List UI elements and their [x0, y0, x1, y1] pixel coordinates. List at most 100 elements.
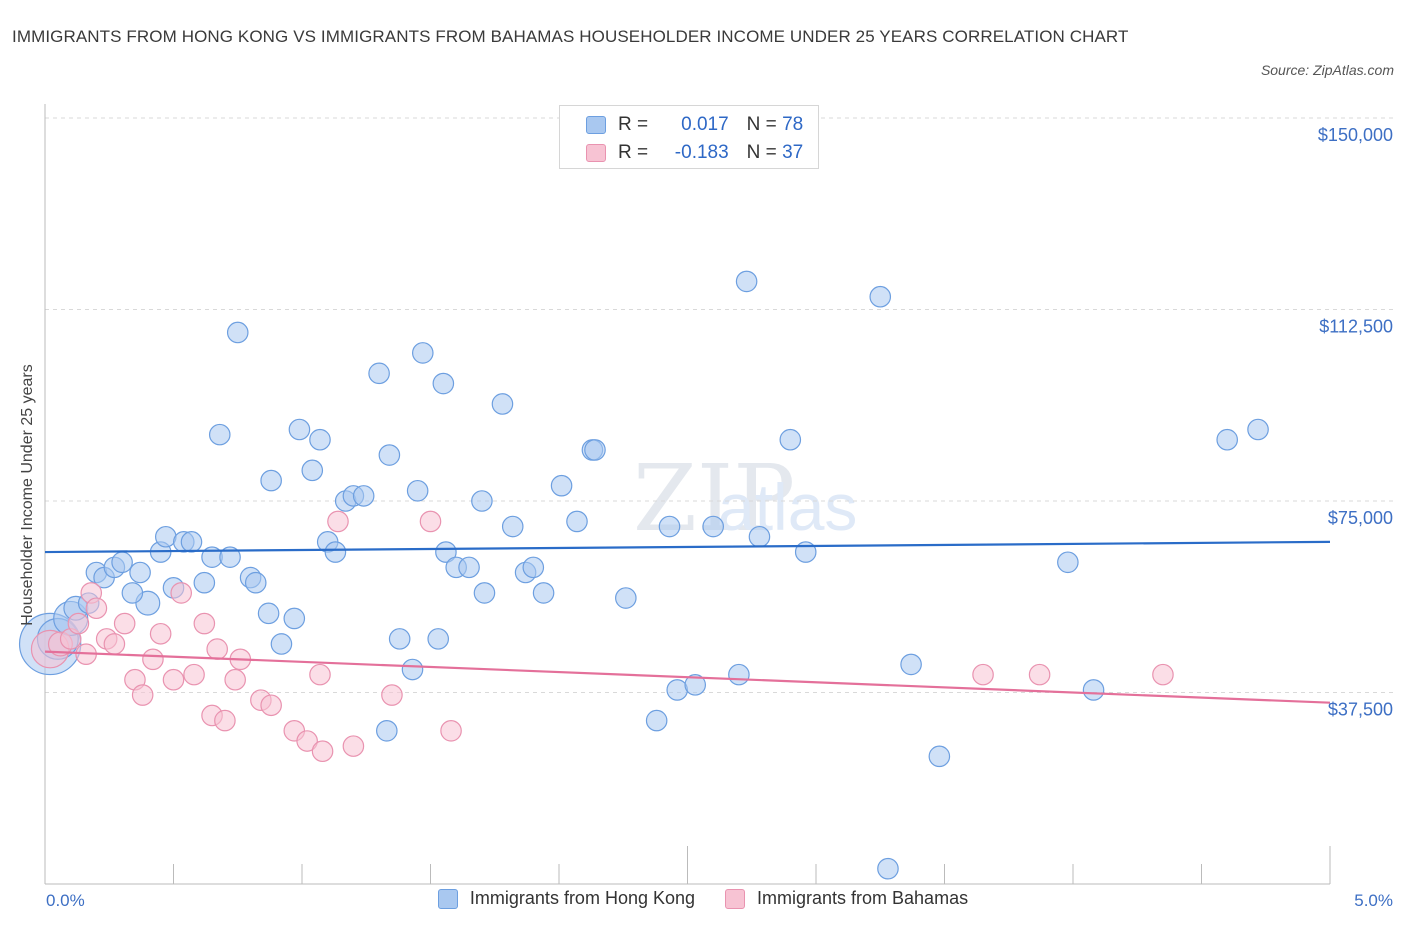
data-point — [877, 857, 899, 880]
data-point — [309, 663, 331, 686]
data-point — [311, 740, 334, 763]
y-tick-label: $75,000 — [1328, 508, 1393, 528]
data-point — [149, 622, 172, 645]
legend-r-value: 0.017 — [681, 114, 729, 135]
chart-title: IMMIGRANTS FROM HONG KONG VS IMMIGRANTS … — [12, 27, 1129, 46]
data-point — [501, 515, 524, 538]
data-point — [257, 602, 280, 625]
data-point — [473, 582, 496, 604]
data-point — [260, 469, 282, 492]
data-point — [779, 428, 802, 451]
data-point — [645, 709, 668, 732]
data-point — [208, 423, 231, 446]
data-point — [615, 587, 637, 609]
data-point — [550, 474, 573, 497]
data-point — [532, 582, 555, 604]
data-point — [224, 668, 246, 691]
data-point — [214, 709, 236, 732]
legend-row-bahamas: R = -0.183 N = 37 — [586, 141, 803, 165]
data-point — [1082, 679, 1105, 701]
data-point — [1028, 663, 1051, 686]
legend-r-label: R = — [618, 114, 649, 135]
data-point — [260, 694, 282, 717]
data-point — [301, 459, 324, 482]
data-point — [154, 525, 177, 548]
data-point — [972, 663, 994, 686]
source-label: Source: ZipAtlas.com — [1260, 62, 1394, 78]
stats-legend: R = 0.017 N = 78 R = -0.183 N = 37 — [559, 105, 819, 169]
y-tick-label: $37,500 — [1328, 700, 1393, 720]
data-point — [226, 321, 249, 344]
data-point — [1247, 418, 1269, 441]
legend-n-value: 78 — [782, 114, 804, 135]
legend-label-bahamas: Immigrants from Bahamas — [757, 888, 969, 908]
data-point — [658, 515, 681, 538]
legend-swatch-hong-kong — [586, 116, 606, 134]
data-point — [471, 490, 493, 512]
data-point — [142, 648, 164, 671]
data-point — [111, 551, 133, 574]
data-point — [869, 285, 892, 308]
legend-item-bahamas: Immigrants from Bahamas — [725, 888, 968, 909]
data-point — [296, 730, 318, 752]
data-point — [244, 571, 267, 594]
y-axis-label: Householder Income Under 25 years — [19, 364, 36, 626]
data-point — [327, 510, 349, 533]
legend-n-label: N = — [746, 142, 777, 163]
legend-r-label: R = — [618, 142, 649, 163]
legend-swatch-bahamas — [725, 888, 746, 909]
data-point — [67, 612, 90, 635]
data-point — [427, 628, 450, 650]
x-tick-min: 0.0% — [46, 891, 85, 910]
data-point — [368, 362, 390, 385]
legend-swatch-hong-kong — [437, 888, 458, 909]
data-point — [406, 479, 429, 502]
data-point — [666, 679, 689, 701]
data-point — [378, 444, 401, 466]
series-hong-kong — [18, 270, 1269, 880]
x-tick-max: 5.0% — [1354, 891, 1393, 910]
data-point — [388, 628, 411, 650]
data-point — [435, 541, 457, 563]
data-point — [900, 653, 922, 676]
data-point — [193, 612, 216, 635]
data-point — [352, 485, 375, 507]
legend-item-hong-kong: Immigrants from Hong Kong — [437, 888, 695, 909]
trend-line — [44, 540, 1331, 554]
data-point — [566, 510, 588, 533]
legend-n-value: 37 — [782, 142, 804, 163]
legend-row-hong-kong: R = 0.017 N = 78 — [586, 113, 803, 137]
data-point — [270, 633, 293, 655]
legend-swatch-bahamas — [586, 144, 606, 162]
series-legend: Immigrants from Hong Kong Immigrants fro… — [0, 888, 1406, 909]
data-point — [85, 597, 108, 620]
legend-r-value: -0.183 — [674, 142, 729, 163]
data-point — [103, 633, 126, 655]
legend-n-label: N = — [746, 114, 777, 135]
data-point — [728, 663, 750, 686]
data-point — [1057, 551, 1079, 574]
data-point — [432, 372, 455, 395]
data-point — [411, 342, 434, 364]
data-point — [1216, 428, 1238, 451]
watermark-atlas: atlas — [718, 470, 857, 544]
data-point — [121, 582, 144, 604]
data-point — [324, 541, 347, 563]
data-point — [584, 439, 606, 461]
data-point — [342, 735, 365, 757]
data-point — [491, 393, 514, 415]
data-point — [206, 638, 228, 660]
data-point — [440, 719, 462, 742]
data-point — [376, 719, 398, 742]
data-point — [219, 546, 241, 568]
data-point — [735, 270, 758, 293]
trend-line — [44, 650, 1331, 704]
data-point — [309, 428, 331, 451]
data-point — [928, 745, 951, 768]
data-point — [170, 582, 193, 604]
data-point — [522, 556, 545, 579]
data-point — [180, 531, 203, 553]
y-tick-label: $150,000 — [1318, 125, 1393, 145]
data-point — [131, 684, 154, 706]
